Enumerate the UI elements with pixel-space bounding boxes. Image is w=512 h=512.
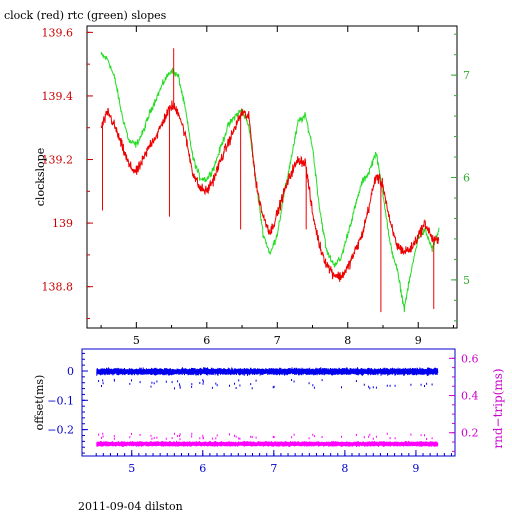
top-y-tick-label: 138.8 — [42, 281, 74, 294]
bottom-y-axis-label: offset(ms) — [33, 375, 46, 431]
top-x-tick-label: 6 — [203, 334, 210, 347]
top-y-tick-label: 139.6 — [42, 26, 74, 39]
top-y-axis-label: clockslope — [34, 148, 47, 206]
bottom-plot-frame — [81, 348, 456, 457]
bottom-y-tick-label: −0.1 — [47, 394, 74, 407]
rtc-series-line — [100, 52, 440, 313]
bottom-plot: 5 6 7 8 9 0 −0.1 −0.2 0.6 0.4 0.2 offset(ms) rnd−tri… — [33, 348, 505, 475]
top-y-tick-label: 139.4 — [42, 90, 74, 103]
top-x-tick-label: 8 — [344, 334, 351, 347]
bottom-y2-tick-label: 0.2 — [461, 427, 479, 440]
footer-label: 2011-09-04 dilston — [78, 500, 183, 512]
top-y-tick-label: 139 — [52, 217, 73, 230]
bottom-y-tick-label: 0 — [67, 365, 74, 378]
offset-scatter-points — [96, 367, 439, 390]
top-y2-tick-label: 7 — [463, 69, 470, 82]
bottom-x-tick-label: 5 — [128, 462, 135, 475]
bottom-y-tick-label: −0.2 — [47, 424, 74, 437]
top-x-tick-label: 7 — [274, 334, 281, 347]
bottom-x-tick-label: 8 — [341, 462, 348, 475]
clock-series-line — [100, 100, 440, 282]
bottom-y2-axis-label: rnd−trip(ms) — [491, 368, 505, 448]
bottom-y2-tick-label: 0.4 — [461, 390, 479, 403]
top-plot: 5 6 7 8 9 139.6 139.4 139.2 139 138.8 7 6 5 clockslop… — [34, 25, 470, 347]
bottom-y2-tick-label: 0.6 — [461, 352, 479, 365]
bottom-x-tick-label: 6 — [199, 462, 206, 475]
chart-title: clock (red) rtc (green) slopes — [4, 9, 167, 22]
top-x-tick-label: 9 — [415, 334, 422, 347]
top-y2-tick-label: 5 — [463, 274, 470, 287]
bottom-x-tick-label: 9 — [412, 462, 419, 475]
top-x-tick-label: 5 — [133, 334, 140, 347]
bottom-x-tick-label: 7 — [270, 462, 277, 475]
top-y-tick-label: 139.2 — [42, 154, 74, 167]
rnd-trip-scatter-points — [96, 432, 439, 447]
top-y2-tick-label: 6 — [463, 172, 470, 185]
top-plot-frame — [86, 25, 458, 329]
